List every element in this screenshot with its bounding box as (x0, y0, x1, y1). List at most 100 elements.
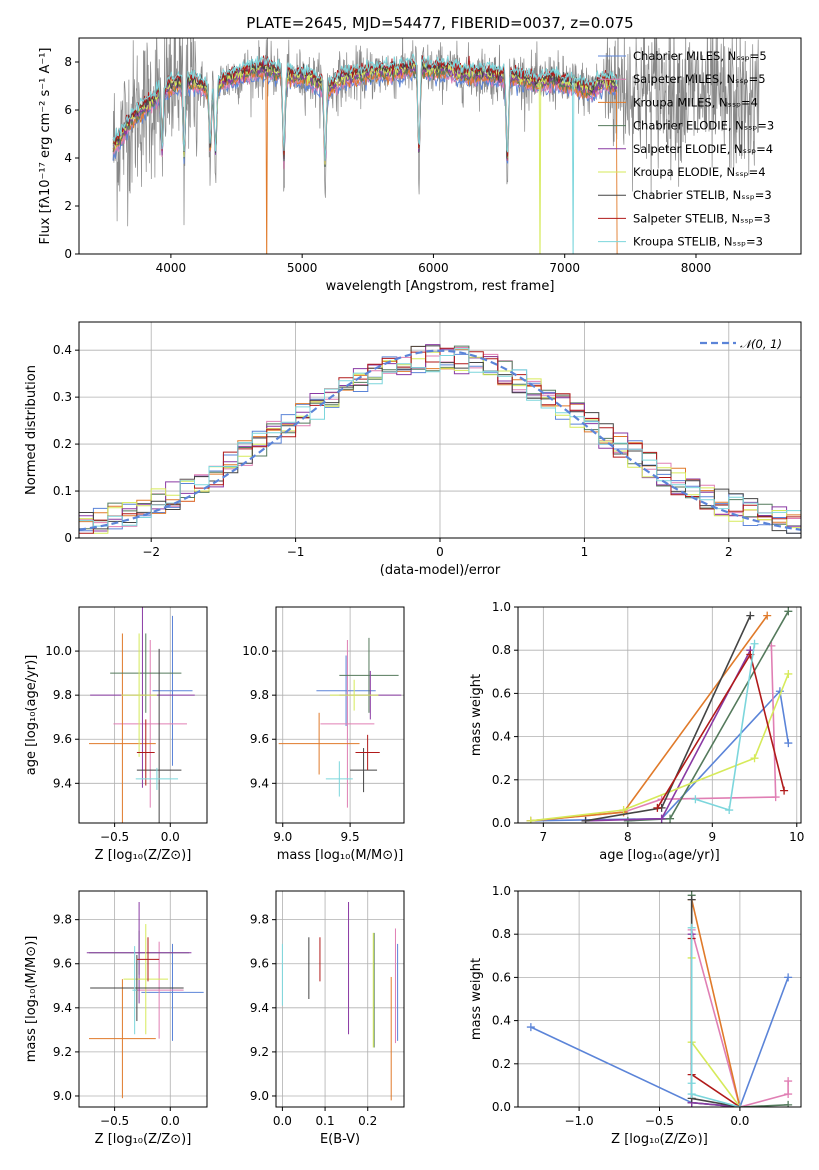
plot-area (526, 891, 793, 1107)
point-marker (784, 1090, 793, 1099)
x-tick-label: 0.1 (316, 1114, 335, 1128)
series-chabrier-stelib (581, 611, 755, 823)
y-tick-label: 6 (64, 103, 72, 117)
errorbar-salpeter-miles (134, 941, 184, 1039)
y-tick-label: 0.3 (53, 390, 72, 404)
errorbar-chabrier-stelib (136, 648, 182, 823)
panel-mass-vs-Z: −0.5 0.0 9.0 9.2 9.4 9.6 9.8 Z [log₁₀(Z/Z⊙)] mas… (24, 890, 208, 1147)
y-tick-label: 9.2 (53, 1045, 72, 1059)
axes-frame (517, 606, 802, 824)
histogram-kroupa-stelib (79, 348, 801, 534)
plot-area (112, 38, 760, 254)
y-tick-label: 9.8 (250, 688, 269, 702)
legend-entry: Chabrier ELODIE, Nₛₛₚ=3 (633, 119, 774, 133)
x-tick-label: 10 (789, 830, 804, 844)
y-tick-label: 0.0 (492, 1100, 511, 1114)
point-marker (780, 786, 789, 795)
x-tick-label: −0.5 (100, 830, 129, 844)
y-axis-label: mass weight (469, 674, 484, 756)
errorbar-kroupa-stelib (135, 767, 179, 790)
x-tick-label: −2 (142, 545, 160, 559)
panel-residuals: −2 −1 0 1 2 0 0.1 0.2 0.3 0.4 (data-model)/error No… (24, 321, 802, 578)
y-tick-label: 9.4 (250, 776, 269, 790)
y-tick-label: 0.2 (492, 773, 511, 787)
point-marker (666, 814, 675, 823)
panel-mass-weight-vs-age: 7 8 9 10 0.0 0.2 0.4 0.6 0.8 1.0 age [log₁₀(age/yr… (469, 600, 804, 863)
plot-area (278, 637, 402, 808)
x-axis-label: Z [log₁₀(Z/Z⊙)] (95, 1132, 192, 1147)
x-axis-label: wavelength [Angstrom, rest frame] (326, 279, 555, 294)
x-tick-label: 9 (708, 830, 716, 844)
legend: Chabrier MILES, Nₛₛₚ=5 Salpeter MILES, Nₛ… (598, 49, 774, 249)
x-tick-label: 0.0 (730, 1114, 749, 1128)
point-marker (771, 793, 780, 802)
errorbar-kroupa-miles (89, 633, 156, 823)
normal-curve (79, 349, 801, 531)
point-marker (623, 816, 632, 823)
errorbar-kroupa-elodie (123, 924, 169, 1035)
x-tick-label: 9.0 (273, 830, 292, 844)
point-marker (763, 611, 772, 620)
x-tick-label: 8 (624, 830, 632, 844)
x-axis-label: E(B-V) (320, 1132, 360, 1147)
panel-mass-weight-vs-Z: −1.0 −0.5 0.0 0.0 0.2 0.4 0.6 0.8 1.0 Z [log₁₀(Z/… (469, 884, 802, 1147)
legend-entry: Salpeter ELODIE, Nₛₛₚ=4 (633, 142, 773, 156)
point-marker (653, 803, 662, 812)
y-tick-label: 4 (64, 151, 72, 165)
y-tick-label: 0.2 (53, 437, 72, 451)
x-tick-label: 4000 (156, 261, 187, 275)
x-tick-label: 0.0 (273, 1114, 292, 1128)
x-tick-label: 1 (581, 545, 589, 559)
x-axis-label: Z [log₁₀(Z/Z⊙)] (95, 848, 192, 863)
point-marker (784, 973, 793, 982)
errorbar-chabrier-miles (141, 943, 204, 1041)
point-marker (526, 816, 535, 823)
x-tick-label: 0 (436, 545, 444, 559)
x-tick-label: −1 (287, 545, 305, 559)
x-tick-label: 0.0 (161, 1114, 180, 1128)
y-tick-label: 0.6 (492, 686, 511, 700)
y-tick-label: 9.0 (250, 1089, 269, 1103)
chart-title: PLATE=2645, MJD=54477, FIBERID=0037, z=0… (246, 14, 633, 32)
errorbar-salpeter-miles (113, 640, 187, 808)
point-marker (784, 669, 793, 678)
y-tick-label: 1.0 (492, 600, 511, 614)
series-line (690, 899, 741, 1107)
x-tick-label: −0.5 (100, 1114, 129, 1128)
point-marker (687, 1090, 696, 1099)
legend-entry: Kroupa STELIB, Nₛₛₚ=3 (633, 235, 763, 249)
axes-frame (78, 606, 208, 824)
x-tick-label: 7 (540, 830, 548, 844)
y-tick-label: 8 (64, 55, 72, 69)
y-tick-label: 9.6 (250, 957, 269, 971)
y-tick-label: 9.4 (53, 776, 72, 790)
errorbar-salpeter-miles (320, 640, 375, 808)
y-tick-label: 9.4 (250, 1001, 269, 1015)
x-tick-label: 9.5 (341, 830, 360, 844)
series-line (627, 610, 789, 822)
legend-entry: 𝒩(0, 1) (740, 337, 782, 351)
panel-age-vs-mass: 9.0 9.5 9.4 9.6 9.8 10.0 mass [log₁₀(M/M⊙)] (242, 606, 405, 863)
y-tick-label: 9.8 (53, 688, 72, 702)
point-marker (784, 1077, 793, 1086)
y-tick-label: 10.0 (242, 644, 269, 658)
point-marker (750, 754, 759, 763)
errorbar-salpeter-stelib (136, 719, 155, 786)
point-marker (784, 1100, 793, 1107)
series-line (690, 958, 741, 1107)
axes-frame (275, 890, 405, 1108)
series-line (690, 927, 741, 1107)
y-axis-label: mass [log₁₀(M/M⊙)] (24, 936, 39, 1063)
y-axis-label: Flux [fλ10⁻¹⁷ erg cm⁻² s⁻¹ A⁻¹] (38, 48, 53, 245)
model-spectrum-kroupa-stelib (112, 53, 618, 254)
legend-entry: Salpeter MILES, Nₛₛₚ=5 (633, 72, 766, 86)
errorbar-kroupa-stelib (325, 761, 353, 797)
x-axis-label: (data-model)/error (380, 563, 501, 578)
x-tick-label: −1.0 (565, 1114, 594, 1128)
y-axis-label: mass weight (469, 958, 484, 1040)
plot-area (86, 902, 204, 1099)
y-tick-label: 9.8 (53, 913, 72, 927)
y-tick-label: 9.2 (250, 1045, 269, 1059)
plot-area (79, 344, 801, 534)
